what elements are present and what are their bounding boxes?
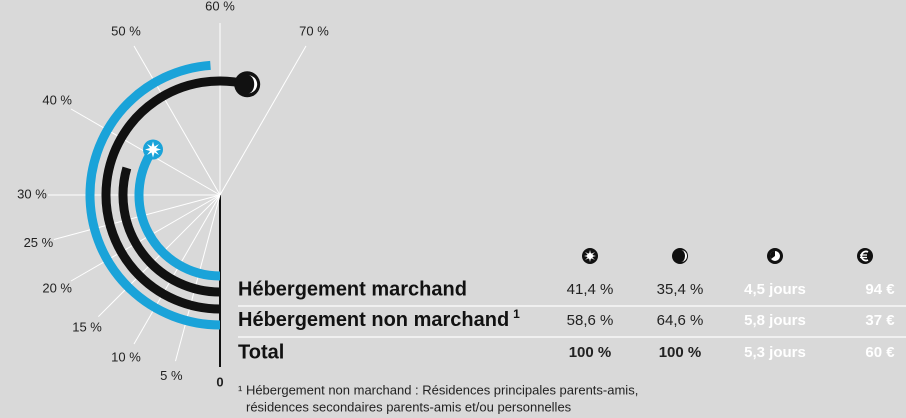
- sun-marker: [143, 139, 164, 160]
- tick-line: [133, 45, 221, 196]
- cell: 5,8 jours: [744, 312, 806, 329]
- cell: 58,6 %: [567, 312, 614, 329]
- row-label: Hébergement non marchand 1: [238, 307, 520, 331]
- arc-bar: [118, 166, 221, 297]
- tick-label: 5 %: [160, 368, 183, 383]
- tick-line: [175, 194, 221, 362]
- tick-label: 50 %: [111, 24, 141, 39]
- cell: 35,4 %: [657, 281, 704, 298]
- cell: 4,5 jours: [744, 281, 806, 298]
- cell: 100 %: [569, 344, 612, 361]
- footnote: ¹ Hébergement non marchand : Résidences …: [238, 382, 638, 397]
- row-label: Hébergement marchand: [238, 278, 467, 300]
- moon-marker: [234, 71, 261, 98]
- tick-label: 40 %: [42, 92, 72, 107]
- tick-label: 70 %: [299, 24, 329, 39]
- tick-label: 0: [216, 374, 223, 389]
- tick-label: 25 %: [24, 235, 54, 250]
- tick-line: [133, 194, 221, 345]
- footnote: résidences secondaires parents-amis et/o…: [246, 399, 572, 414]
- sun-rays: [145, 141, 162, 158]
- arc-bar: [85, 60, 221, 330]
- tick-line: [70, 194, 221, 282]
- superscript: 1: [513, 307, 520, 321]
- cell: 64,6 %: [657, 312, 704, 329]
- moon-crescent: [248, 75, 258, 94]
- row-label-text: Hébergement non marchand: [238, 309, 509, 331]
- tick-label: 20 %: [42, 280, 72, 295]
- tick-label: 30 %: [17, 186, 47, 201]
- cell: 60 €: [865, 344, 895, 361]
- radial-chart: 0 5 % 10 % 15 % 20 % 25 % 30 % 40 % 50 % 60 % 70 %: [17, 0, 329, 389]
- tick-line: [98, 194, 221, 317]
- clock-icon: [767, 248, 783, 264]
- tick-label: 15 %: [72, 319, 102, 334]
- cell: 100 %: [659, 344, 702, 361]
- tick-line: [53, 194, 221, 240]
- euro-icon: [857, 248, 873, 264]
- total-label: Total: [238, 341, 284, 363]
- cell: 94 €: [865, 281, 895, 298]
- arc-bar: [134, 146, 221, 281]
- tick-label: 10 %: [111, 349, 141, 364]
- cell: 5,3 jours: [744, 344, 806, 361]
- cell: 41,4 %: [567, 281, 614, 298]
- tick-label: 60 %: [205, 0, 235, 13]
- moon-icon: [672, 248, 688, 264]
- cell: 37 €: [865, 312, 895, 329]
- sun-icon: [582, 248, 598, 264]
- tick-line: [219, 45, 307, 196]
- arc-bar: [101, 76, 249, 314]
- header-icons: [582, 248, 873, 264]
